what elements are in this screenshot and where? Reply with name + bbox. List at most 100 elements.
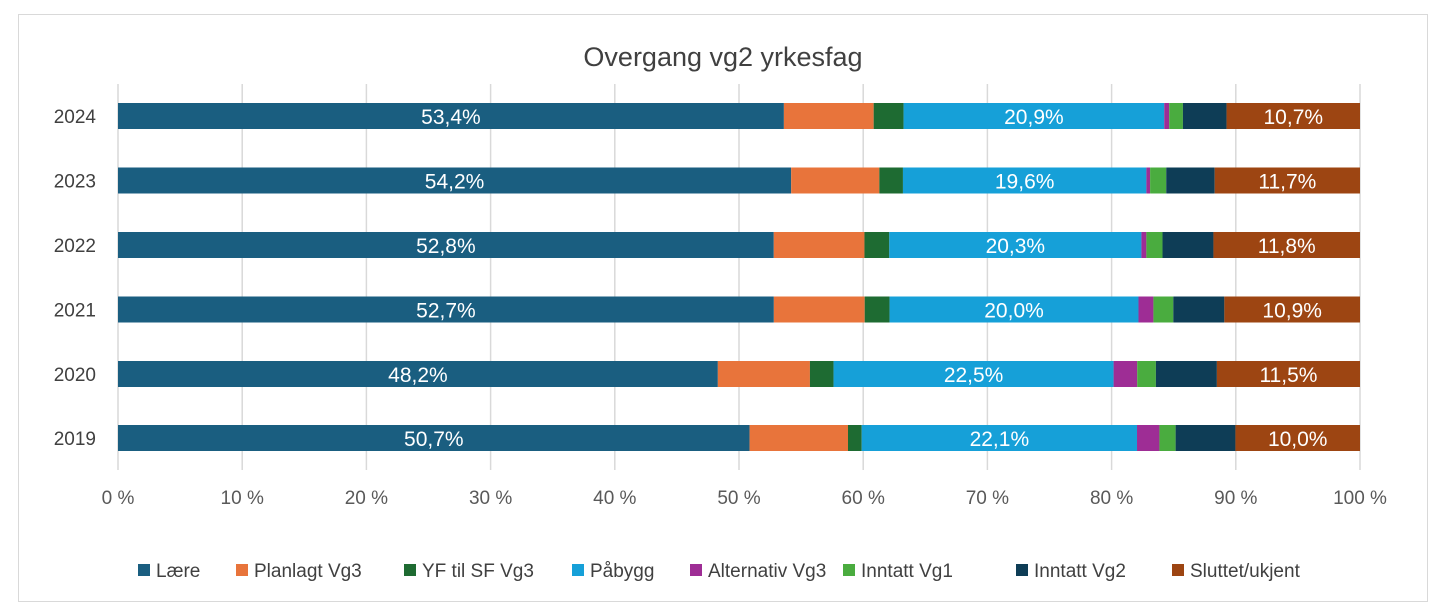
bar-segment	[1226, 103, 1360, 129]
legend-swatch	[572, 564, 584, 576]
bar-segment	[118, 167, 792, 194]
y-axis-labels: 2024 2023 2022 2021 2020 2019	[54, 107, 97, 450]
bar-segment	[1216, 361, 1360, 387]
data-label: 11,7%	[1258, 171, 1316, 194]
legend-label: Lære	[156, 561, 200, 582]
bar-segment	[1214, 167, 1360, 194]
bar-segment	[809, 361, 834, 387]
bar-segment	[864, 232, 890, 258]
x-tick-label: 0 %	[102, 488, 135, 509]
x-tick-label: 80 %	[1090, 488, 1133, 509]
data-label: 52,8%	[416, 235, 476, 258]
bar-segment	[773, 232, 865, 258]
bar-segment	[889, 232, 1142, 258]
data-label: 20,3%	[986, 235, 1046, 258]
legend-label: Inntatt Vg2	[1034, 561, 1126, 582]
bar-segment	[861, 425, 1138, 451]
bar-segment	[902, 167, 1147, 194]
x-tick-label: 30 %	[469, 488, 512, 509]
data-label: 53,4%	[421, 106, 481, 129]
data-label: 11,8%	[1258, 235, 1316, 258]
bar-segment	[879, 167, 903, 194]
y-tick-label: 2020	[54, 365, 96, 386]
bar-segment	[1169, 103, 1183, 129]
legend-swatch	[843, 564, 855, 576]
x-tick-label: 70 %	[966, 488, 1009, 509]
bar-segment	[1182, 103, 1227, 129]
bar-segment	[1137, 361, 1156, 387]
data-label: 19,6%	[995, 171, 1055, 194]
bar-segment	[118, 232, 774, 258]
legend-label: Alternativ Vg3	[708, 561, 826, 582]
bar-segment	[1146, 232, 1163, 258]
bar-segment	[118, 103, 784, 129]
data-label: 22,5%	[944, 364, 1004, 387]
bar-segment	[1153, 296, 1174, 323]
bar-segment	[1164, 103, 1170, 129]
bar-segment	[1155, 361, 1217, 387]
bar-segment	[1150, 167, 1167, 194]
legend-label: Inntatt Vg1	[861, 561, 953, 582]
x-tick-label: 40 %	[593, 488, 636, 509]
bar-segment	[118, 361, 718, 387]
x-tick-label: 10 %	[221, 488, 264, 509]
bar-segment	[864, 296, 890, 323]
legend-label: Sluttet/ukjent	[1190, 561, 1301, 582]
bar-segment	[833, 361, 1114, 387]
data-label: 20,0%	[984, 300, 1044, 323]
bar-segment	[773, 296, 865, 323]
data-label: 22,1%	[970, 428, 1030, 451]
bar-segment	[1113, 361, 1138, 387]
bar-segment	[1141, 232, 1147, 258]
bar-segment	[903, 103, 1165, 129]
bar-segment	[848, 425, 862, 451]
y-tick-label: 2021	[54, 301, 96, 322]
x-tick-label: 100 %	[1333, 488, 1387, 509]
data-label: 20,9%	[1004, 106, 1064, 129]
x-axis-labels: 0 % 10 % 20 % 30 % 40 % 50 % 60 % 70 % 80 % 90 % 1…	[102, 488, 1387, 509]
bars: 53,4% 20,9% 10,7% 54,2% 19,6% 11,7% 52,8% 20,3%…	[118, 103, 1360, 451]
bar-segment	[1159, 425, 1176, 451]
bar-segment	[1137, 425, 1160, 451]
bar-segment	[791, 167, 880, 194]
data-label: 10,9%	[1262, 300, 1322, 323]
bar-segment	[1138, 296, 1154, 323]
y-tick-label: 2024	[54, 107, 97, 128]
bar-segment	[1235, 425, 1360, 451]
legend-swatch	[1172, 564, 1184, 576]
bar-segment	[717, 361, 810, 387]
bar-segment	[118, 425, 750, 451]
data-label: 10,7%	[1264, 106, 1324, 129]
bar-segment	[1166, 167, 1215, 194]
legend-swatch	[138, 564, 150, 576]
legend-label: YF til SF Vg3	[422, 561, 534, 582]
bar-segment	[118, 296, 774, 323]
y-tick-label: 2019	[54, 429, 96, 450]
y-tick-label: 2022	[54, 236, 96, 257]
y-tick-label: 2023	[54, 172, 96, 193]
bar-segment	[1175, 425, 1236, 451]
legend-swatch	[1016, 564, 1028, 576]
x-tick-label: 90 %	[1214, 488, 1257, 509]
data-label: 50,7%	[404, 428, 464, 451]
bar-segment	[1162, 232, 1214, 258]
bar-segment	[749, 425, 849, 451]
bar-segment	[1224, 296, 1360, 323]
legend-label: Planlagt Vg3	[254, 561, 362, 582]
x-tick-label: 20 %	[345, 488, 388, 509]
legend-swatch	[404, 564, 416, 576]
legend: Lære Planlagt Vg3 YF til SF Vg3 Påbygg Alter…	[138, 561, 1301, 582]
legend-label: Påbygg	[590, 561, 654, 582]
x-tick-label: 50 %	[717, 488, 760, 509]
data-label: 54,2%	[425, 171, 485, 194]
data-label: 11,5%	[1259, 364, 1317, 387]
gridlines	[117, 84, 1361, 470]
bar-segment	[1146, 167, 1151, 194]
data-label: 52,7%	[416, 300, 476, 323]
legend-swatch	[690, 564, 702, 576]
bar-segment	[783, 103, 874, 129]
chart-title: Overgang vg2 yrkesfag	[583, 42, 862, 72]
legend-swatch	[236, 564, 248, 576]
bar-segment	[1173, 296, 1225, 323]
